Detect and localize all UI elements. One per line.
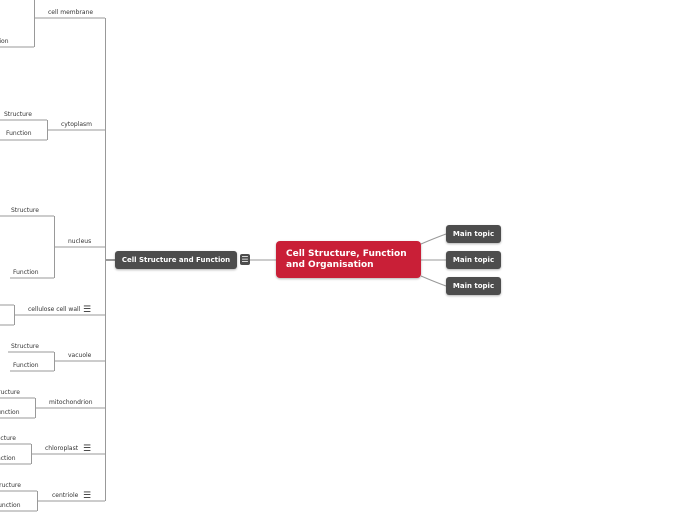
branch-centriole[interactable]: centriole <box>52 492 79 499</box>
branch-cellulose-cell-wall[interactable]: cellulose cell wall <box>28 306 81 313</box>
leaf-structure[interactable]: Structure <box>11 207 39 214</box>
leaf-structure[interactable]: Structure <box>11 343 39 350</box>
leaf-function[interactable]: Function <box>0 409 20 416</box>
branch-mitochondrion[interactable]: mitochondrion <box>49 399 93 406</box>
main-topic-label: Main topic <box>452 256 495 264</box>
branch-cell-membrane[interactable]: cell membrane <box>48 9 94 16</box>
main-topic-1[interactable]: Main topic <box>446 225 501 243</box>
leaf-structure[interactable]: Structure <box>0 482 21 489</box>
subtopic-label: Cell Structure and Function <box>121 256 231 264</box>
subtopic-cell-structure-and-function[interactable]: Cell Structure and Function <box>115 251 237 269</box>
branch-chloroplast[interactable]: chloroplast <box>45 445 79 452</box>
main-topic-label: Main topic <box>452 230 495 238</box>
branch-vacuole[interactable]: vacuole <box>68 352 92 359</box>
notes-icon[interactable]: ☰ <box>83 491 92 501</box>
leaf-function[interactable]: Function <box>0 38 9 45</box>
leaf-function[interactable]: Function <box>13 269 39 276</box>
leaf-function[interactable]: Function <box>0 502 21 509</box>
central-topic[interactable]: Cell Structure, Function and Organisatio… <box>276 241 421 278</box>
main-topic-2[interactable]: Main topic <box>446 251 501 269</box>
branch-cytoplasm[interactable]: cytoplasm <box>61 121 92 128</box>
main-topic-3[interactable]: Main topic <box>446 277 501 295</box>
leaf-structure[interactable]: Structure <box>0 435 16 442</box>
leaf-structure[interactable]: Structure <box>4 111 32 118</box>
notes-icon[interactable]: ☰ <box>83 305 92 315</box>
notes-icon[interactable]: ☰ <box>240 254 250 265</box>
main-topic-label: Main topic <box>452 282 495 290</box>
leaf-function[interactable]: Function <box>6 130 32 137</box>
notes-icon[interactable]: ☰ <box>83 444 92 454</box>
leaf-function[interactable]: Function <box>0 455 16 462</box>
central-topic-label: Cell Structure, Function and Organisatio… <box>286 248 407 270</box>
leaf-structure[interactable]: Structure <box>0 389 20 396</box>
leaf-function[interactable]: Function <box>13 362 39 369</box>
branch-nucleus[interactable]: nucleus <box>68 238 92 245</box>
